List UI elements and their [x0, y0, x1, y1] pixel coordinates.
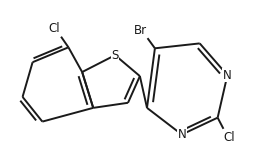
Text: N: N — [223, 69, 232, 82]
Text: N: N — [178, 128, 186, 141]
Text: S: S — [111, 49, 119, 62]
Text: Cl: Cl — [48, 22, 60, 35]
Text: Br: Br — [134, 24, 147, 37]
Text: Cl: Cl — [224, 131, 235, 144]
